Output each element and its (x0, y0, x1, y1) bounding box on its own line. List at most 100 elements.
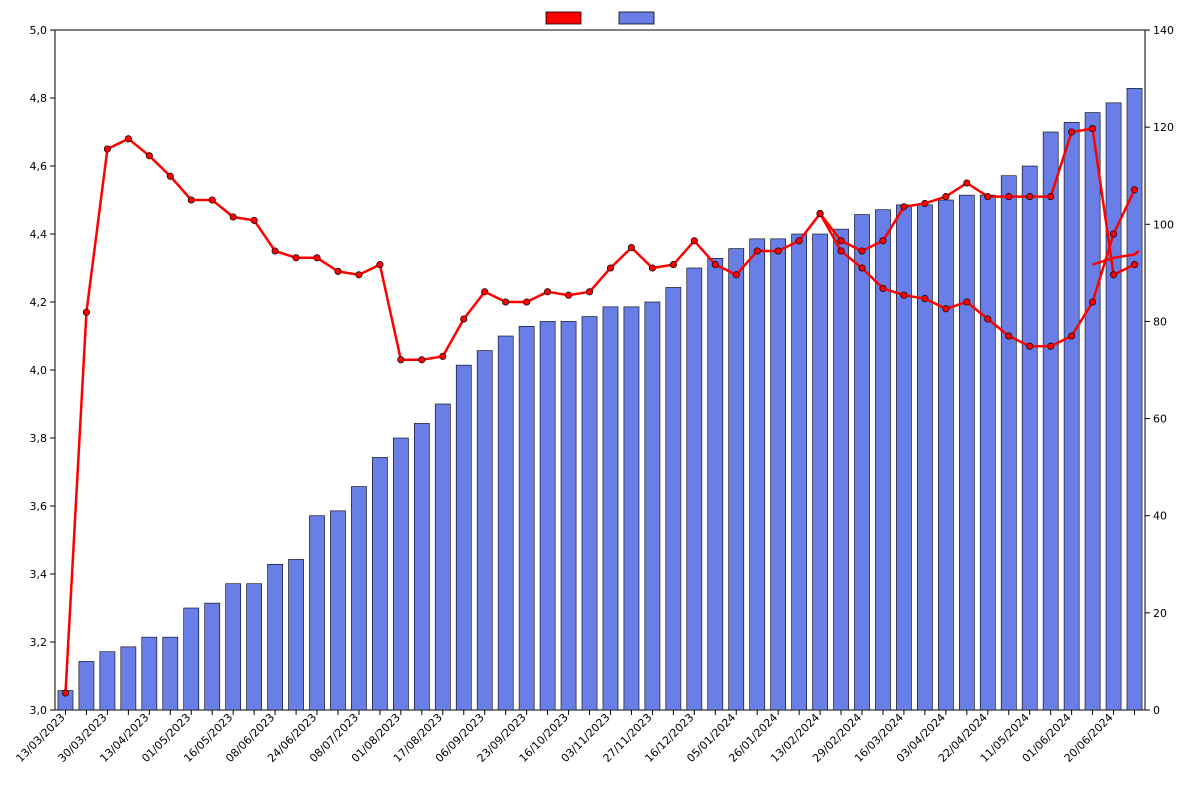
line-marker (964, 299, 970, 305)
bar (561, 321, 576, 710)
line-marker (628, 244, 634, 250)
y-left-tick-label: 4,4 (30, 228, 48, 241)
bar (100, 652, 115, 710)
bar (917, 205, 932, 710)
line-marker (104, 146, 110, 152)
line-marker (859, 265, 865, 271)
bar (121, 647, 136, 710)
bar (184, 608, 199, 710)
line-marker (523, 299, 529, 305)
line-marker (1027, 343, 1033, 349)
line-marker (880, 285, 886, 291)
line-marker (1047, 343, 1053, 349)
bar (834, 229, 849, 710)
bar (959, 195, 974, 710)
bar (247, 584, 262, 710)
line-marker (565, 292, 571, 298)
combo-chart: 3,03,23,43,63,84,04,24,44,64,85,00204060… (0, 0, 1200, 800)
bar (582, 317, 597, 710)
bar (205, 603, 220, 710)
line-marker (838, 238, 844, 244)
y-right-tick-label: 80 (1153, 315, 1167, 328)
y-right-tick-label: 40 (1153, 510, 1167, 523)
line-marker (1089, 125, 1095, 131)
line-marker (922, 200, 928, 206)
y-left-tick-label: 3,0 (30, 704, 48, 717)
line-marker (356, 272, 362, 278)
bar (854, 215, 869, 710)
y-right-tick-label: 100 (1153, 218, 1174, 231)
line-marker (985, 316, 991, 322)
bar (79, 661, 94, 710)
y-right-tick-label: 60 (1153, 413, 1167, 426)
bar (330, 511, 345, 710)
bar (477, 351, 492, 710)
line-marker (838, 248, 844, 254)
bar (896, 205, 911, 710)
line-marker (796, 238, 802, 244)
y-left-tick-label: 4,8 (30, 92, 48, 105)
bar (414, 423, 429, 710)
line-marker (461, 316, 467, 322)
bar (456, 365, 471, 710)
line-marker (1131, 261, 1137, 267)
line-marker (712, 261, 718, 267)
line-marker (230, 214, 236, 220)
line-marker (649, 265, 655, 271)
line-marker (1047, 193, 1053, 199)
bar (226, 584, 241, 710)
line-marker (1110, 231, 1116, 237)
y-right-tick-label: 140 (1153, 24, 1174, 37)
bar (1106, 103, 1121, 710)
line-marker (985, 193, 991, 199)
bar (1022, 166, 1037, 710)
line-marker (859, 248, 865, 254)
line-marker (502, 299, 508, 305)
bar (1085, 113, 1100, 710)
line-marker (62, 690, 68, 696)
bar (372, 457, 387, 710)
bar (792, 234, 807, 710)
y-right-tick-label: 120 (1153, 121, 1174, 134)
y-left-tick-label: 4,0 (30, 364, 48, 377)
line-marker (1006, 193, 1012, 199)
bar-series (58, 88, 1142, 710)
bar (771, 239, 786, 710)
bar (645, 302, 660, 710)
line-marker (146, 153, 152, 159)
line-marker (922, 295, 928, 301)
bar (309, 516, 324, 710)
y-left-tick-label: 3,4 (30, 568, 48, 581)
line-marker (272, 248, 278, 254)
y-right-tick-label: 0 (1153, 704, 1160, 717)
y-left-tick-label: 3,2 (30, 636, 48, 649)
line-marker (251, 217, 257, 223)
line-marker (377, 261, 383, 267)
line-marker (314, 255, 320, 261)
line-marker (943, 193, 949, 199)
line-marker (440, 353, 446, 359)
y-left-tick-label: 3,8 (30, 432, 48, 445)
legend (546, 12, 654, 24)
line-marker (482, 289, 488, 295)
bar (980, 195, 995, 710)
line-marker (167, 173, 173, 179)
bar (666, 287, 681, 710)
line-marker (544, 289, 550, 295)
line-marker (1068, 129, 1074, 135)
line-marker (817, 210, 823, 216)
line-marker (293, 255, 299, 261)
y-left-tick-label: 4,2 (30, 296, 48, 309)
y-left-tick-label: 3,6 (30, 500, 48, 513)
line-marker (1027, 193, 1033, 199)
bar (1127, 88, 1142, 710)
bar (163, 637, 178, 710)
line-marker (1068, 333, 1074, 339)
line-marker (775, 248, 781, 254)
line-marker (901, 292, 907, 298)
bar (393, 438, 408, 710)
legend-swatch-line (546, 12, 581, 24)
bar (708, 258, 723, 710)
bar (142, 637, 157, 710)
line-marker (964, 180, 970, 186)
